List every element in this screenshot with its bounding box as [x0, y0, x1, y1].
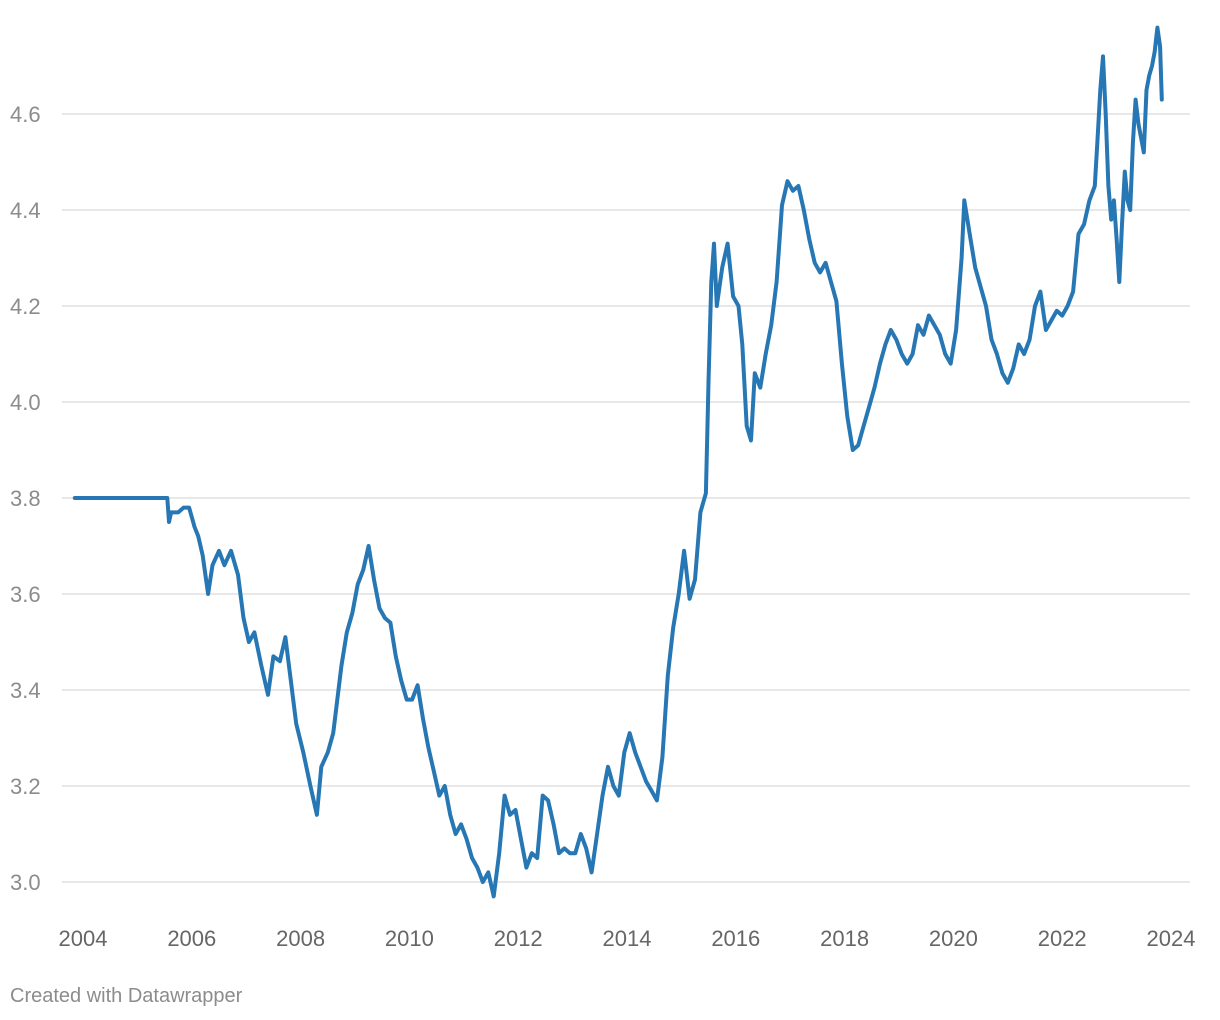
- x-tick-label: 2010: [385, 926, 434, 951]
- series-layer: [72, 25, 1164, 899]
- y-tick-label: 4.4: [10, 198, 41, 223]
- x-tick-label: 2018: [820, 926, 869, 951]
- x-tick-label: 2024: [1147, 926, 1196, 951]
- x-tick-label: 2022: [1038, 926, 1087, 951]
- y-tick-label: 4.6: [10, 102, 41, 127]
- y-tick-label: 3.8: [10, 486, 41, 511]
- x-tick-label: 2016: [711, 926, 760, 951]
- y-tick-label: 4.0: [10, 390, 41, 415]
- x-tick-label: 2004: [59, 926, 108, 951]
- y-tick-label: 3.2: [10, 774, 41, 799]
- y-tick-label: 4.2: [10, 294, 41, 319]
- x-tick-label: 2014: [603, 926, 652, 951]
- y-tick-label: 3.0: [10, 870, 41, 895]
- credit-text: Created with Datawrapper: [10, 985, 243, 1007]
- x-axis-labels: 2004 2006 2008 2010 2012 2014 2016 2018 2020 2022…: [59, 926, 1196, 951]
- x-tick-label: 2012: [494, 926, 543, 951]
- x-tick-label: 2006: [167, 926, 216, 951]
- y-tick-label: 3.4: [10, 678, 41, 703]
- x-tick-label: 2008: [276, 926, 325, 951]
- y-axis-labels: 3.0 3.2 3.4 3.6 3.8 4.0 4.2 4.4 4.6: [10, 102, 41, 895]
- x-tick-label: 2020: [929, 926, 978, 951]
- y-tick-label: 3.6: [10, 582, 41, 607]
- grid-layer: [62, 113, 1190, 883]
- series-line: [72, 25, 1164, 899]
